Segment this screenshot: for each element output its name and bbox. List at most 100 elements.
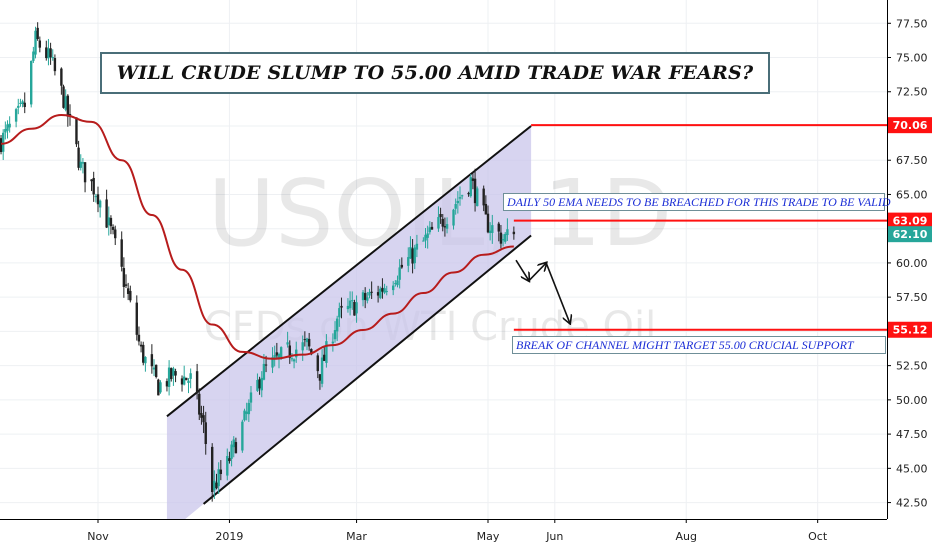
candle xyxy=(180,375,184,392)
candle-body xyxy=(234,442,238,454)
candle xyxy=(295,341,298,363)
candle-body xyxy=(157,379,160,396)
candle-body xyxy=(385,291,388,293)
candle xyxy=(277,352,281,369)
candle-body xyxy=(19,102,22,104)
candle-body xyxy=(325,341,328,363)
candle-body xyxy=(180,378,184,385)
candle-body xyxy=(202,415,205,423)
candle-body xyxy=(277,353,281,358)
candle xyxy=(452,208,455,230)
candle-body xyxy=(79,161,82,168)
candle xyxy=(124,274,128,289)
candle-body xyxy=(4,128,7,133)
candle xyxy=(157,378,160,396)
candle xyxy=(83,162,87,193)
candle xyxy=(51,49,54,61)
level-tag-label: 70.06 xyxy=(893,119,928,132)
candle-body xyxy=(441,218,444,227)
candle xyxy=(331,333,335,352)
candle xyxy=(379,286,382,300)
candle xyxy=(159,380,162,394)
candle-body xyxy=(215,482,218,489)
candle xyxy=(381,278,384,299)
candle xyxy=(213,470,216,499)
candle-body xyxy=(486,213,490,233)
candle-body xyxy=(482,188,485,206)
last-price-tag xyxy=(888,226,932,243)
candle-body xyxy=(376,292,380,296)
candle-body xyxy=(98,200,102,208)
candle-body xyxy=(142,344,145,363)
time-tick-label: May xyxy=(477,530,500,543)
candle xyxy=(215,473,218,490)
candle xyxy=(66,94,70,127)
candle xyxy=(471,171,475,190)
candle xyxy=(234,437,238,454)
candle-body xyxy=(0,138,3,153)
candle xyxy=(486,205,490,234)
candle xyxy=(456,191,460,214)
candle-body xyxy=(305,338,309,343)
candle xyxy=(394,280,397,287)
candle-body xyxy=(426,233,429,238)
candle xyxy=(126,282,130,301)
price-tick-label: 77.50 xyxy=(896,17,928,30)
time-axis[interactable]: Nov 2019 Mar May Jun Aug Oct xyxy=(87,519,828,543)
candle-body xyxy=(415,243,419,250)
candle-body xyxy=(411,248,414,264)
candle-body xyxy=(320,357,324,384)
candle xyxy=(422,237,425,242)
level-tag-label: 55.12 xyxy=(893,324,928,337)
candle xyxy=(64,89,67,112)
candle-body xyxy=(217,469,220,487)
candle-body xyxy=(491,225,494,233)
candle-body xyxy=(422,240,425,242)
candle-body xyxy=(323,354,326,361)
candle-body xyxy=(391,285,395,291)
candle xyxy=(8,116,11,133)
candle-body xyxy=(260,377,263,391)
candle-body xyxy=(460,195,464,197)
candle-body xyxy=(247,402,251,415)
candle-body xyxy=(407,257,410,266)
candle-body xyxy=(430,226,434,230)
candle-body xyxy=(32,51,35,61)
candle-body xyxy=(499,232,503,244)
level-tag xyxy=(888,321,932,338)
candle xyxy=(335,315,339,342)
candle-body xyxy=(396,280,399,286)
candle xyxy=(333,321,337,343)
candle-body xyxy=(292,359,296,362)
candle-body xyxy=(111,226,115,230)
time-axis-bg xyxy=(0,519,932,550)
candle xyxy=(368,288,371,299)
candle-body xyxy=(122,268,126,287)
candle-body xyxy=(355,302,358,314)
candle-body xyxy=(506,229,509,236)
candle-body xyxy=(68,113,72,116)
candle xyxy=(292,358,296,369)
candle xyxy=(488,222,492,241)
candle-body xyxy=(81,162,85,164)
candle-body xyxy=(497,223,500,232)
candle xyxy=(182,365,186,386)
candle xyxy=(38,36,42,53)
candle-body xyxy=(353,301,356,316)
candle xyxy=(467,191,470,197)
candle-body xyxy=(219,469,223,475)
time-tick-label: Aug xyxy=(675,530,696,543)
candle xyxy=(506,218,509,241)
candle-body xyxy=(452,209,455,226)
ema-50-line xyxy=(0,114,514,360)
candle-body xyxy=(92,177,95,195)
candle-body xyxy=(107,217,110,226)
candle-body xyxy=(471,178,475,181)
candle-body xyxy=(351,300,354,302)
candle-body xyxy=(96,194,100,205)
candle xyxy=(338,302,341,327)
candle xyxy=(170,367,173,382)
candle xyxy=(202,405,205,434)
candle xyxy=(68,104,72,126)
